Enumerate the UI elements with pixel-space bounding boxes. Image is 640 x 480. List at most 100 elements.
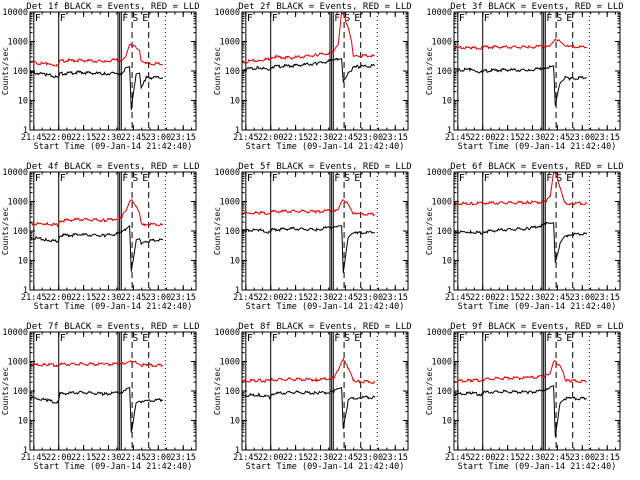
x-tick-label: 23:00 (358, 293, 384, 303)
x-tick-label: 23:15 (594, 133, 620, 143)
x-tick-label: 21:45 (445, 133, 471, 143)
marker-label-e: E (566, 333, 572, 344)
marker-label-f: F (546, 333, 552, 344)
x-tick-label: 23:15 (170, 133, 196, 143)
x-tick-label: 22:30 (520, 133, 546, 143)
series-red-line (454, 172, 588, 206)
y-tick-label: 1 (235, 286, 240, 296)
x-axis-label: Start Time (09-Jan-14 21:42:40) (458, 462, 617, 472)
x-tick-label: 22:45 (333, 133, 359, 143)
series-red-line (242, 357, 376, 385)
marker-label-s: S (344, 13, 350, 24)
y-axis-label: Counts/sec (213, 47, 222, 95)
series-black-line (30, 66, 164, 111)
y-tick-label: 1 (447, 286, 452, 296)
x-tick-label: 23:00 (146, 453, 172, 463)
x-tick-label: 23:00 (358, 133, 384, 143)
panel-title: Det 1f BLACK = Events, RED = LLD (26, 2, 199, 12)
marker-label-e: E (142, 13, 148, 24)
x-tick-label: 23:00 (146, 293, 172, 303)
series-black-line (30, 386, 164, 433)
x-tick-label: 22:00 (470, 453, 496, 463)
x-tick-label: 22:15 (283, 453, 309, 463)
x-tick-label: 22:30 (308, 133, 334, 143)
plot-frame (241, 331, 409, 451)
x-axis-label: Start Time (09-Jan-14 21:42:40) (246, 142, 405, 152)
y-tick-label: 10 (230, 97, 240, 107)
y-tick-label: 1000 (220, 38, 240, 48)
x-tick-label: 22:15 (495, 453, 521, 463)
series-red-line (454, 38, 588, 50)
x-tick-label: 21:45 (21, 133, 47, 143)
y-tick-label: 10 (18, 417, 28, 427)
y-axis-label: Counts/sec (425, 207, 434, 255)
x-tick-label: 21:45 (233, 453, 259, 463)
y-tick-label: 100 (437, 227, 452, 237)
series-red-line (30, 43, 163, 67)
y-axis-label: Counts/sec (425, 47, 434, 95)
y-tick-label: 1000 (8, 198, 28, 208)
marker-label-f: F (546, 173, 552, 184)
x-tick-label: 23:00 (358, 453, 384, 463)
marker-label-s: S (344, 173, 350, 184)
marker-label-f: F (272, 173, 278, 184)
y-tick-label: 1 (23, 446, 28, 456)
y-axis-label: Counts/sec (1, 367, 10, 415)
panel-title: Det 8f BLACK = Events, RED = LLD (238, 322, 411, 332)
y-axis-label: Counts/sec (213, 207, 222, 255)
x-axis-label: Start Time (09-Jan-14 21:42:40) (34, 462, 193, 472)
y-tick-label: 1000 (432, 358, 452, 368)
x-tick-label: 23:15 (594, 293, 620, 303)
x-tick-label: 22:30 (520, 453, 546, 463)
series-black-line (454, 64, 587, 106)
marker-label-f: F (334, 173, 340, 184)
series-red-line (30, 198, 164, 228)
marker-label-f: F (122, 333, 128, 344)
y-axis-label: Counts/sec (1, 47, 10, 95)
x-tick-label: 22:15 (71, 293, 97, 303)
series-red-line (30, 359, 163, 368)
marker-label-f: F (35, 173, 41, 184)
marker-label-e: E (354, 173, 360, 184)
panel-title: Det 4f BLACK = Events, RED = LLD (26, 162, 199, 172)
x-tick-label: 22:00 (470, 293, 496, 303)
y-tick-label: 100 (225, 387, 240, 397)
x-tick-label: 22:00 (46, 293, 72, 303)
marker-label-f: F (247, 173, 253, 184)
y-tick-label: 1000 (432, 38, 452, 48)
y-tick-label: 10000 (2, 168, 28, 178)
x-tick-label: 23:00 (570, 293, 596, 303)
x-axis-label: Start Time (09-Jan-14 21:42:40) (246, 302, 405, 312)
x-tick-label: 22:15 (495, 293, 521, 303)
y-tick-label: 1 (235, 446, 240, 456)
y-tick-label: 1 (23, 126, 28, 136)
x-tick-label: 22:00 (46, 453, 72, 463)
y-tick-label: 1 (235, 126, 240, 136)
y-tick-label: 1 (23, 286, 28, 296)
marker-label-f: F (122, 173, 128, 184)
marker-label-e: E (566, 13, 572, 24)
y-tick-label: 10 (18, 257, 28, 267)
x-axis-label: Start Time (09-Jan-14 21:42:40) (458, 142, 617, 152)
marker-label-f: F (459, 13, 465, 24)
y-tick-label: 1000 (8, 38, 28, 48)
marker-label-f: F (60, 13, 66, 24)
plot-frame (453, 171, 621, 291)
x-tick-label: 22:45 (545, 133, 571, 143)
x-tick-label: 21:45 (233, 293, 259, 303)
x-tick-label: 22:30 (308, 293, 334, 303)
x-tick-label: 21:45 (21, 453, 47, 463)
event-markers (245, 172, 378, 290)
marker-label-f: F (334, 333, 340, 344)
series-black-line (30, 224, 164, 272)
event-markers (457, 332, 590, 450)
x-axis-label: Start Time (09-Jan-14 21:42:40) (34, 302, 193, 312)
panel-title: Det 7f BLACK = Events, RED = LLD (26, 322, 199, 332)
event-markers (245, 332, 378, 450)
panel-title: Det 5f BLACK = Events, RED = LLD (238, 162, 411, 172)
y-tick-label: 10000 (214, 8, 240, 18)
